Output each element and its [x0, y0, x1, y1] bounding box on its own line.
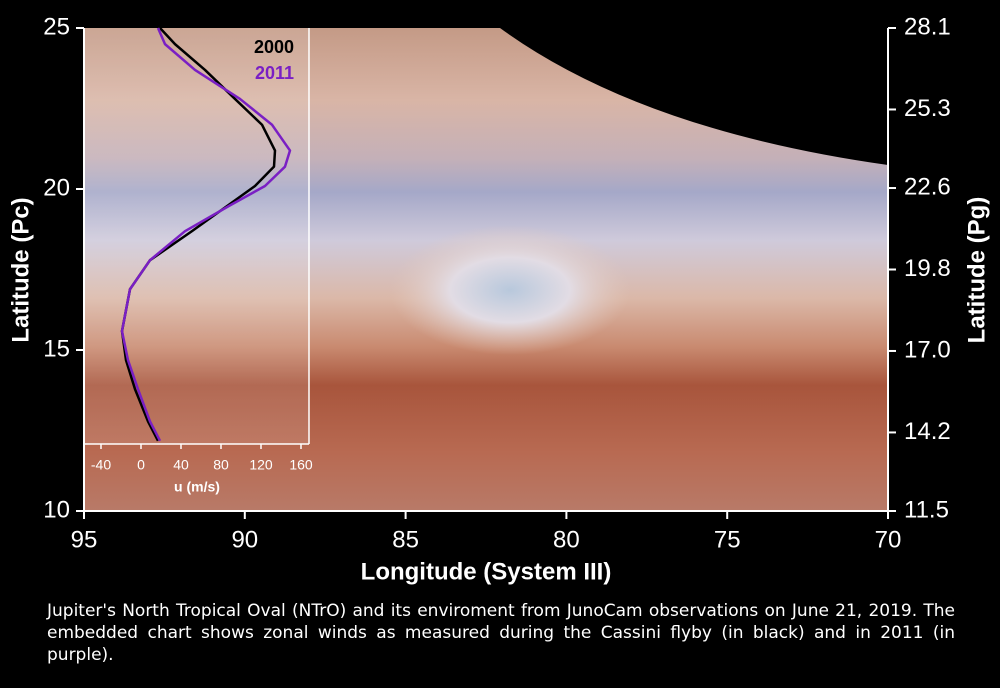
y-tick-label: 10: [43, 496, 70, 523]
x-tick-label: 70: [875, 526, 902, 553]
inset-x-tick-label: 160: [289, 457, 313, 473]
y-tick-label: 20: [43, 174, 70, 201]
x-tick-label: 90: [231, 526, 258, 553]
inset-x-tick-label: 120: [249, 457, 273, 473]
wind-line: [120, 27, 292, 442]
chart: 95 90 85 80 75 70 10 15 20 25 11.5 14.2 17.0 19.8 22.6…: [7, 13, 990, 585]
inset-x-tick-label: 0: [137, 457, 145, 473]
x-axis-label: Longitude (System III): [361, 558, 612, 585]
x-tick-label: 75: [714, 526, 741, 553]
y-axis-label: Latitude (Pc): [7, 197, 34, 342]
y2-tick-label: 25.3: [904, 95, 951, 122]
y2-tick-label: 11.5: [904, 496, 949, 523]
inset-x-tick-label: 80: [213, 457, 229, 473]
y2-tick-label: 22.6: [904, 173, 951, 200]
planet-image: [84, 28, 888, 511]
y2-axis-label: Latitude (Pg): [963, 197, 990, 344]
x-tick-label: 95: [71, 526, 98, 553]
x-tick-label: 85: [392, 526, 419, 553]
y2-tick-label: 28.1: [904, 13, 951, 40]
x-tick-label: 80: [553, 526, 580, 553]
y2-tick-label: 17.0: [904, 336, 951, 363]
y-tick-label: 25: [43, 13, 70, 40]
inset-x-tick-label: 40: [173, 457, 189, 473]
y-tick-label: 15: [43, 335, 70, 362]
legend-entry: 2000: [254, 37, 294, 57]
legend-entry: 2011: [255, 63, 294, 83]
y2-tick-label: 14.2: [904, 418, 951, 445]
caption: Jupiter's North Tropical Oval (NTrO) and…: [47, 601, 955, 665]
y2-tick-label: 19.8: [904, 255, 951, 282]
inset-x-axis-label: u (m/s): [174, 479, 220, 495]
inset-x-tick-label: -40: [91, 457, 111, 473]
